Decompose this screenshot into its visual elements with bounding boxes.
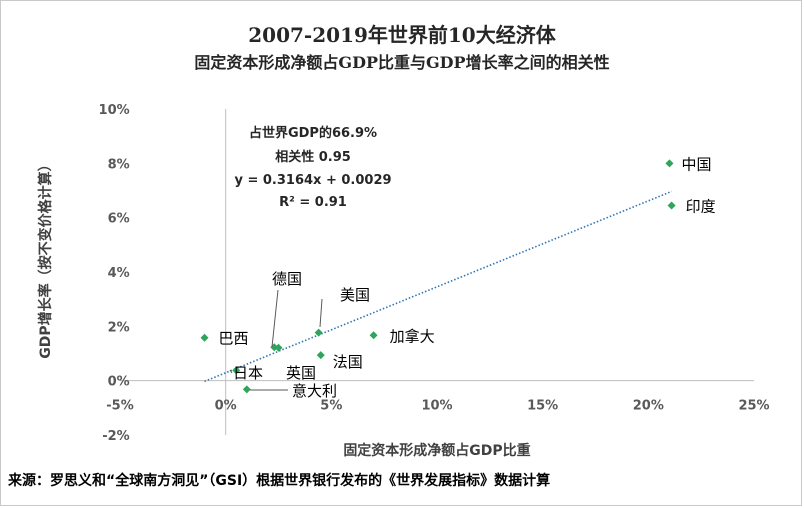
point-label: 中国: [681, 155, 711, 173]
y-tick-label: 2%: [108, 320, 130, 335]
x-tick-label: 25%: [738, 399, 769, 414]
y-tick-label: 6%: [108, 212, 130, 227]
annotation-box: 占世界GDP的66.9% 相关性 0.95 y = 0.3164x + 0.00…: [234, 125, 391, 210]
data-point: [316, 351, 325, 360]
annotation-share: 占世界GDP的66.9%: [249, 125, 377, 141]
data-point: [369, 331, 378, 340]
point-label: 美国: [340, 286, 370, 304]
data-point: [274, 343, 283, 352]
point-label: 巴西: [219, 330, 249, 348]
y-axis-label: GDP增长率（按不变价格计算）: [37, 157, 54, 358]
data-point: [665, 159, 674, 168]
y-tick-label: -2%: [102, 429, 129, 444]
data-point: [242, 385, 251, 394]
x-tick-label: 5%: [320, 399, 342, 414]
annotation-equation: y = 0.3164x + 0.0029: [234, 173, 391, 188]
trendline: [204, 190, 672, 383]
point-label: 意大利: [292, 382, 337, 400]
chart-subtitle: 固定资本形成净额占GDP比重与GDP增长率之间的相关性: [194, 53, 609, 72]
chart-title: 2007-2019年世界前10大经济体: [248, 23, 556, 47]
x-tick-label: -5%: [106, 399, 133, 414]
y-tick-label: 0%: [108, 375, 130, 390]
x-tick-label: 20%: [633, 399, 664, 414]
annotation-correlation: 相关性 0.95: [275, 149, 351, 165]
point-label: 加拿大: [390, 327, 435, 345]
point-label: 德国: [272, 270, 302, 288]
y-tick-label: 8%: [108, 157, 130, 172]
data-point: [314, 328, 323, 337]
point-label: 英国: [286, 364, 316, 382]
label-leader-line: [271, 289, 279, 348]
x-tick-label: 10%: [421, 399, 452, 414]
label-leader-line: [229, 369, 233, 374]
point-label: 印度: [686, 197, 716, 215]
y-tick-label: 4%: [108, 266, 130, 281]
label-leader-line: [319, 298, 323, 328]
data-point: [232, 366, 241, 375]
data-point: [667, 201, 676, 210]
point-label: 法国: [333, 353, 363, 371]
x-axis-label: 固定资本形成净额占GDP比重: [343, 442, 530, 459]
annotation-r-squared: R² = 0.91: [279, 195, 347, 210]
point-label: 日本: [233, 364, 263, 382]
source-note: 来源：罗思义和“全球南方洞见”（GSI）根据世界银行发布的《世界发展指标》数据计…: [8, 473, 551, 489]
x-tick-label: 0%: [215, 399, 237, 414]
x-tick-label: 15%: [527, 399, 558, 414]
data-point: [200, 333, 209, 342]
y-tick-label: 10%: [99, 103, 130, 118]
